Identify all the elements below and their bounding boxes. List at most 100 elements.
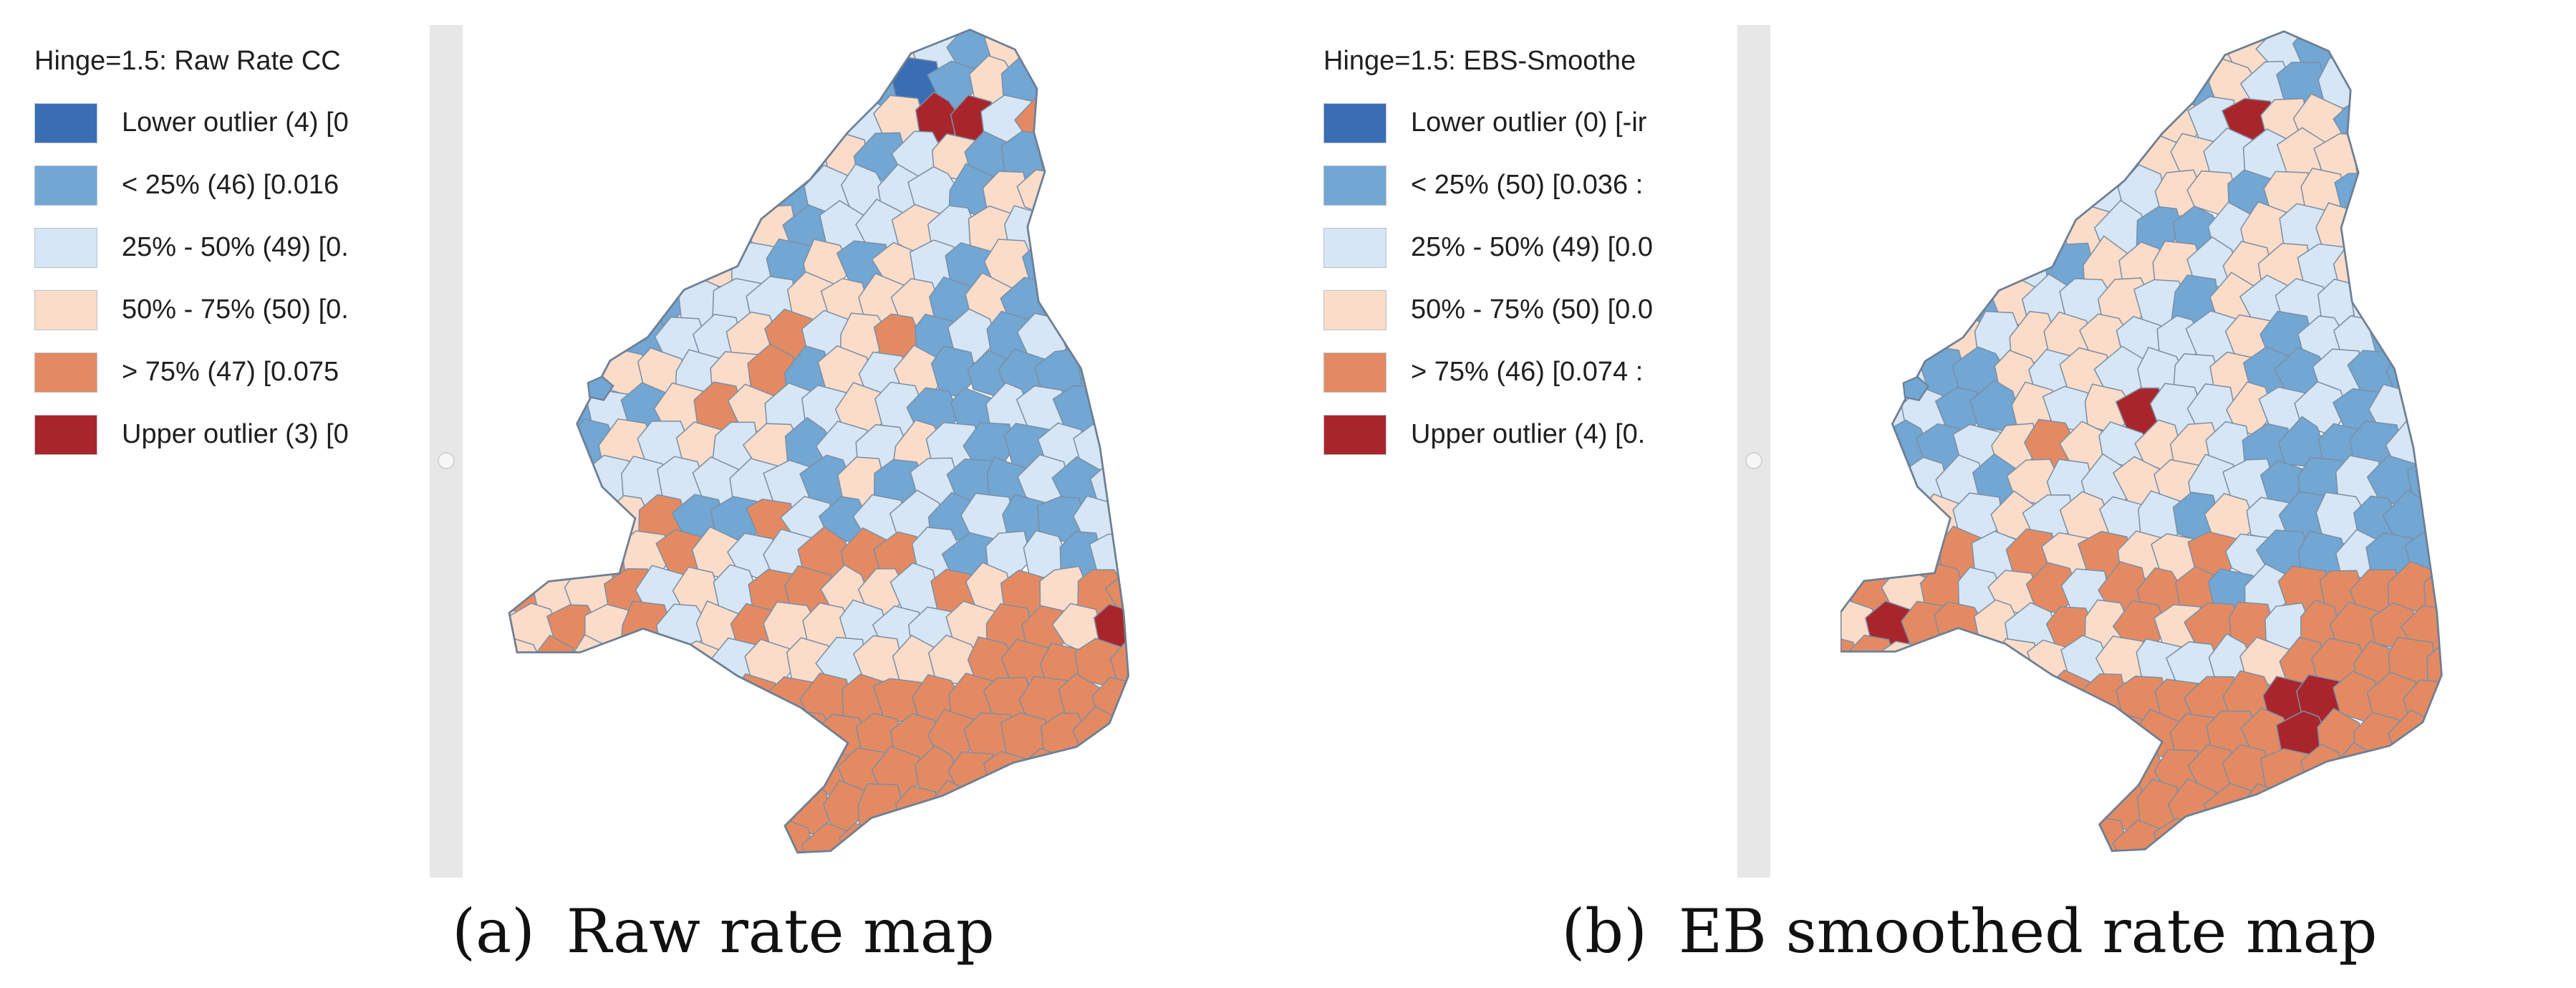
municipality-region [2424,784,2442,835]
municipality-region [1114,347,1129,404]
municipality-region [1056,235,1103,294]
municipality-region [526,712,580,764]
municipality-region [1038,132,1087,180]
figure-caption: (b) EB smoothed rate map [1540,896,2399,967]
municipality-region [2480,454,2527,507]
legend-item-lower-outlier[interactable]: Lower outlier (4) [0 [34,92,435,154]
legend-item-q3[interactable]: 50% - 75% (50) [0. [34,279,435,341]
municipality-region [1074,780,1124,840]
municipality-region [509,496,549,547]
legend: Hinge=1.5: Raw Rate CC Lower outlier (4)… [34,43,435,473]
municipality-region [1092,312,1129,362]
municipality-region [1847,274,1901,325]
municipality-region [796,29,857,73]
map-islet [587,375,614,401]
municipality-region [1932,31,1985,77]
municipality-region [1846,130,1895,181]
splitter-handle[interactable] [438,452,455,469]
municipality-region [2063,132,2113,182]
municipality-region [2353,130,2403,187]
municipality-region [837,29,892,74]
municipality-region [1106,424,1129,475]
municipality-region [1111,494,1129,545]
legend-title: Hinge=1.5: Raw Rate CC [34,46,341,76]
municipality-region [2519,747,2568,795]
municipality-region [818,860,872,874]
municipality-region [725,747,780,799]
municipality-region [1841,490,1864,543]
municipality-region [2421,488,2442,550]
municipality-region [710,61,766,110]
legend-item-q4[interactable]: > 75% (47) [0.075 [34,341,435,403]
municipality-region [2459,133,2509,188]
municipality-region [2476,239,2528,294]
municipality-region [2441,676,2442,727]
municipality-region [1974,31,2025,77]
municipality-region [1127,821,1129,853]
municipality-region [965,858,1013,874]
legend-item-q1[interactable]: < 25% (50) [0.036 : [1323,154,1746,216]
municipality-region [2514,170,2562,218]
municipality-region [2511,602,2568,653]
municipality-region [2425,277,2442,328]
municipality-region [599,29,657,37]
municipality-region [1164,166,1217,217]
municipality-region [2479,29,2531,74]
legend-item-lower-outlier[interactable]: Lower outlier (0) [-ir [1323,92,1746,154]
municipality-region [2459,561,2514,615]
municipality-region [501,421,503,472]
municipality-region [565,131,619,188]
municipality-region [509,312,526,364]
municipality-region [509,236,525,289]
splitter-bar[interactable] [430,25,463,878]
legend-swatch [34,414,97,455]
municipality-region [2478,315,2530,365]
municipality-region [1074,29,1125,37]
legend-item-upper-outlier[interactable]: Upper outlier (3) [0 [34,403,435,466]
legend-item-q2[interactable]: 25% - 50% (49) [0. [34,216,435,279]
municipality-region [1931,817,1987,851]
municipality-region [637,29,692,34]
municipality-region [746,709,796,768]
municipality-region [2479,672,2530,724]
splitter-bar[interactable] [1737,25,1770,878]
municipality-region [676,640,725,694]
municipality-region [1841,853,1863,874]
legend-item-q1[interactable]: < 25% (46) [0.016 [34,154,435,216]
municipality-region [2063,850,2115,851]
municipality-region [1149,494,1194,544]
map-outline [1841,30,2443,853]
municipality-region [501,204,507,256]
legend-item-q3[interactable]: 50% - 75% (50) [0.0 [1323,279,1746,341]
municipality-region [857,29,910,39]
municipality-region [2353,201,2403,254]
municipality-region [2204,31,2259,42]
municipality-region [510,532,561,581]
municipality-region [1003,782,1051,835]
municipality-region [1848,714,1894,763]
municipality-region [1861,744,1913,797]
municipality-region [963,782,1018,835]
legend-item-q4[interactable]: > 75% (46) [0.074 : [1323,341,1746,403]
caption-tag: (b) [1561,896,1647,967]
legend-item-q2[interactable]: 25% - 50% (49) [0.0 [1323,216,1746,279]
municipality-region [2242,853,2290,874]
municipality-region [2065,713,2113,760]
municipality-region [1841,130,1861,183]
municipality-region [2334,31,2383,72]
municipality-region [1914,31,1969,37]
municipality-region [1035,29,1086,36]
municipality-region [2497,495,2547,545]
municipality-region [1914,784,1968,830]
municipality-region [514,387,563,434]
municipality-region [2458,494,2511,544]
municipality-region [2129,57,2186,113]
municipality-region [1038,858,1090,874]
legend-item-upper-outlier[interactable]: Upper outlier (4) [0. [1323,403,1746,466]
municipality-region [2246,782,2295,838]
municipality-region [2060,31,2116,35]
municipality-region [2459,638,2508,691]
municipality-region [2368,242,2423,292]
splitter-handle[interactable] [1745,452,1762,469]
municipality-region [1879,201,1929,255]
